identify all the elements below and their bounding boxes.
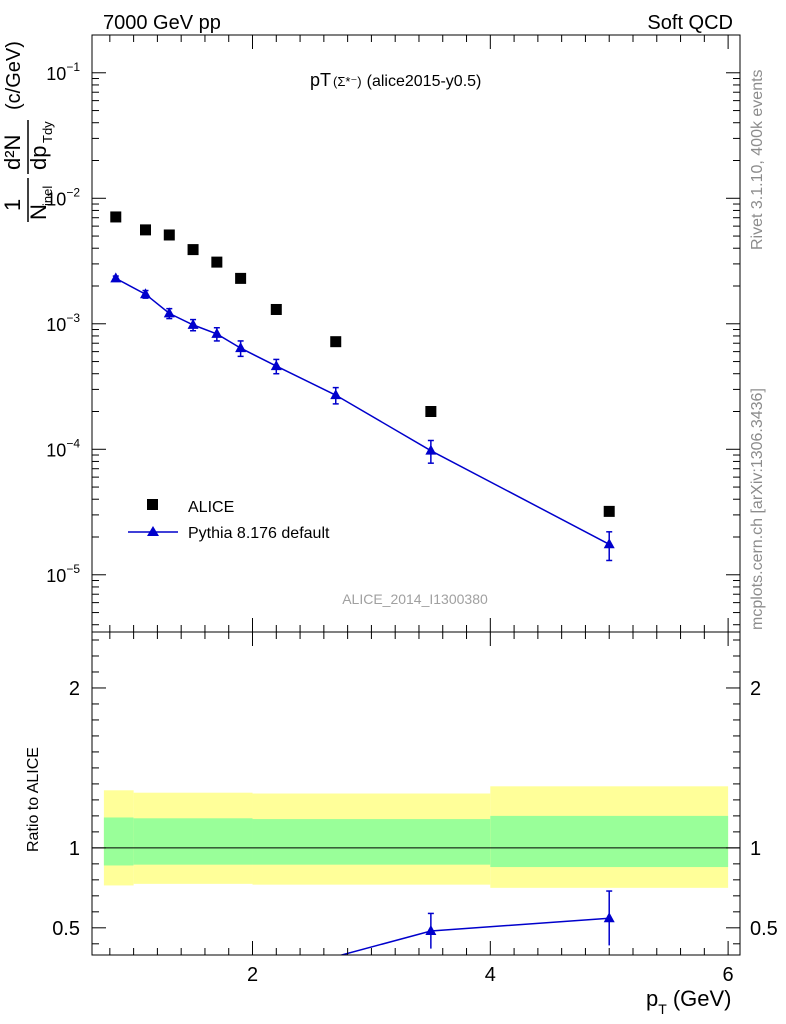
data-point-alice [187,244,199,256]
tick-base: 10 [46,315,66,335]
ratio-band-inner [490,815,729,868]
x-label-p: p [646,986,658,1011]
x-tick-label: 2 [247,964,258,986]
y-label-n: N [26,204,51,220]
legend: ALICE Pythia 8.176 default [128,499,330,542]
data-point-alice [330,336,342,348]
x-tick-label: 6 [723,964,734,986]
data-point-alice [603,505,615,517]
data-point-pythia [330,389,342,400]
y-label-inel: inel [40,186,55,206]
ratio-y-tick-label-right: 0.5 [750,918,778,940]
ratio-point-pythia [425,925,437,936]
ratio-y-tick-label: 0.5 [52,918,80,940]
tick-exponent: −2 [66,185,80,199]
y-label-d2n: d²N [0,135,25,170]
x-label-t: T [658,1001,667,1017]
main-y-tick-label: 10−5 [46,562,80,586]
tick-base: 10 [46,566,66,586]
tick-exponent: −3 [66,311,80,325]
ratio-line-pythia [338,917,610,955]
tick-exponent: −4 [66,436,80,450]
ratio-y-tick-label-right: 2 [750,678,761,700]
ratio-band-inner [252,819,491,865]
data-point-pythia [211,327,223,338]
legend-marker-pythia [147,526,159,536]
main-y-tick-label: 10−2 [46,185,80,209]
header-right: Soft QCD [647,12,733,34]
ratio-band-inner [133,818,253,865]
y-label-one: 1 [0,199,25,211]
ratio-panel-marks [338,890,615,955]
x-axis-label: pT (GeV) [646,986,732,1017]
legend-label-pythia: Pythia 8.176 default [188,525,330,542]
main-y-tick-label: 10−3 [46,311,80,335]
y-label-tdy: Tdy [40,121,55,143]
data-point-pythia [603,538,615,549]
data-point-pythia [187,318,199,329]
ratio-y-label: Ratio to ALICE [25,747,42,852]
tick-base: 10 [46,64,66,84]
main-y-label: 1 N inel d²N dp Tdy (c/GeV) [0,41,55,222]
rivet-label: Rivet 3.1.10, 400k events [749,69,766,250]
data-point-alice [235,272,247,284]
mcplots-label: mcplots.cern.ch [arXiv:1306.3436] [749,388,766,630]
data-point-pythia [110,272,122,283]
plot-title: pT (Σ*⁻) (alice2015-y0.5) [310,70,481,90]
y-label-dpt: dp [26,146,51,170]
ratio-y-tick-label: 1 [69,838,80,860]
legend-label-alice: ALICE [188,499,234,516]
header-left: 7000 GeV pp [103,12,221,34]
main-frame [91,34,741,633]
plot-title-particle: (Σ*⁻) [333,74,362,89]
legend-marker-alice [147,499,158,510]
ratio-y-tick-label-right: 1 [750,838,761,860]
ratio-point-pythia [603,912,615,923]
plot-title-suffix: (alice2015-y0.5) [367,73,482,90]
data-point-alice [270,303,282,315]
data-point-pythia [425,444,437,455]
data-point-pythia [235,342,247,353]
main-y-tick-label: 10−1 [46,60,80,84]
data-point-alice [140,224,152,236]
y-label-units: (c/GeV) [3,41,25,110]
series-line-pythia [115,277,610,545]
ratio-uncertainty-bands [92,786,740,888]
axes: 10−110−210−310−410−50.5 0.51 12 22 4 6 [46,34,778,986]
ratio-y-tick-label: 2 [69,678,80,700]
tick-exponent: −1 [66,60,80,74]
ratio-band-inner [103,817,134,866]
x-tick-label: 4 [485,964,496,986]
data-point-alice [163,229,175,241]
data-point-alice [211,256,223,268]
ratio-frame [91,631,741,956]
tick-exponent: −5 [66,562,80,576]
x-label-units: (GeV) [673,986,732,1011]
data-point-pythia [270,360,282,371]
data-point-alice [425,406,437,418]
analysis-watermark: ALICE_2014_I1300380 [342,591,488,607]
main-panel-marks [110,211,615,562]
data-point-pythia [163,307,175,318]
main-y-tick-label: 10−4 [46,436,80,460]
ratio-series-group [338,890,615,955]
data-point-alice [110,211,122,223]
data-point-pythia [140,288,152,299]
plot-title-main: pT [310,70,331,90]
tick-base: 10 [46,189,66,209]
tick-base: 10 [46,440,66,460]
